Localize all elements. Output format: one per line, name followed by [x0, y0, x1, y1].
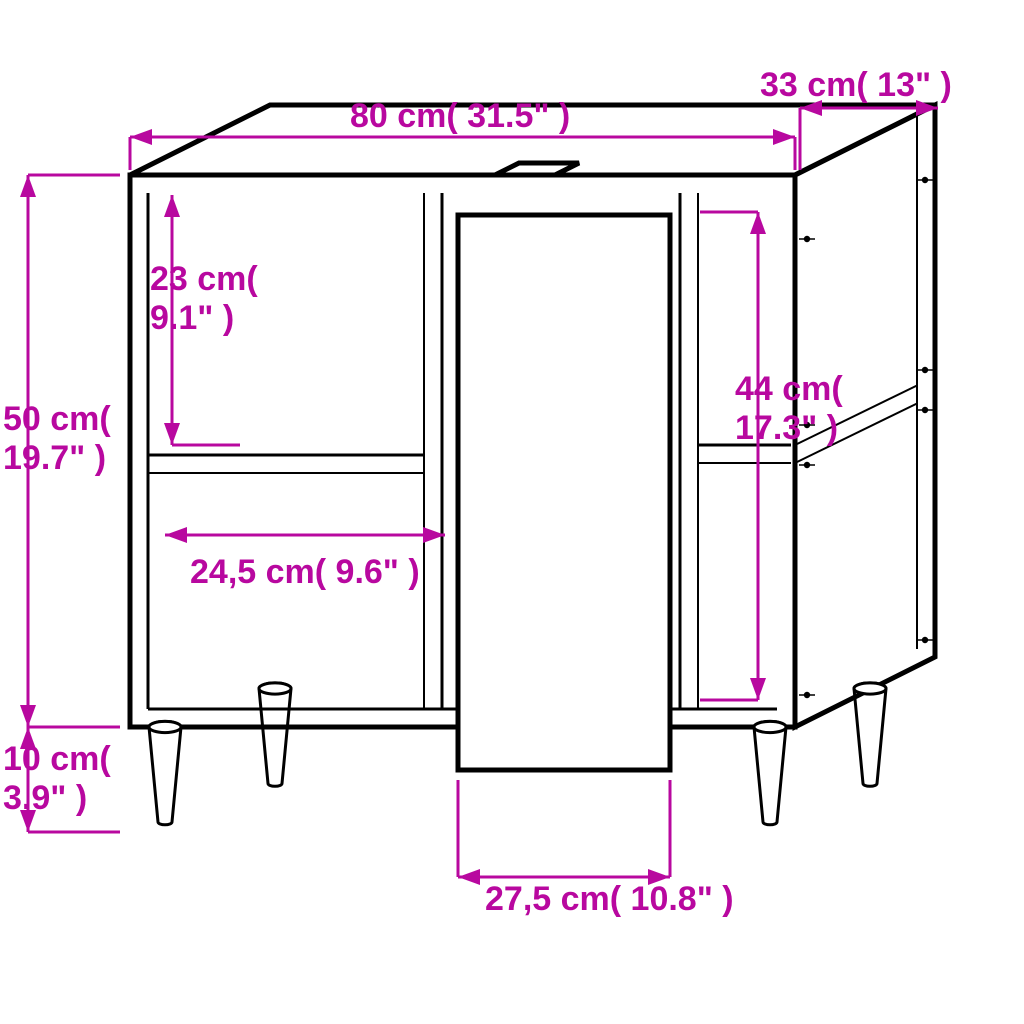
svg-text:10 cm(3.9" ): 10 cm(3.9" ) [3, 740, 111, 817]
svg-text:27,5 cm( 10.8" ): 27,5 cm( 10.8" ) [485, 880, 734, 918]
svg-text:80 cm( 31.5" ): 80 cm( 31.5" ) [350, 97, 570, 135]
svg-text:33 cm( 13" ): 33 cm( 13" ) [760, 66, 952, 104]
svg-text:24,5 cm( 9.6" ): 24,5 cm( 9.6" ) [190, 553, 420, 591]
svg-text:44 cm(17.3" ): 44 cm(17.3" ) [735, 370, 843, 447]
svg-text:50 cm(19.7" ): 50 cm(19.7" ) [3, 400, 111, 477]
